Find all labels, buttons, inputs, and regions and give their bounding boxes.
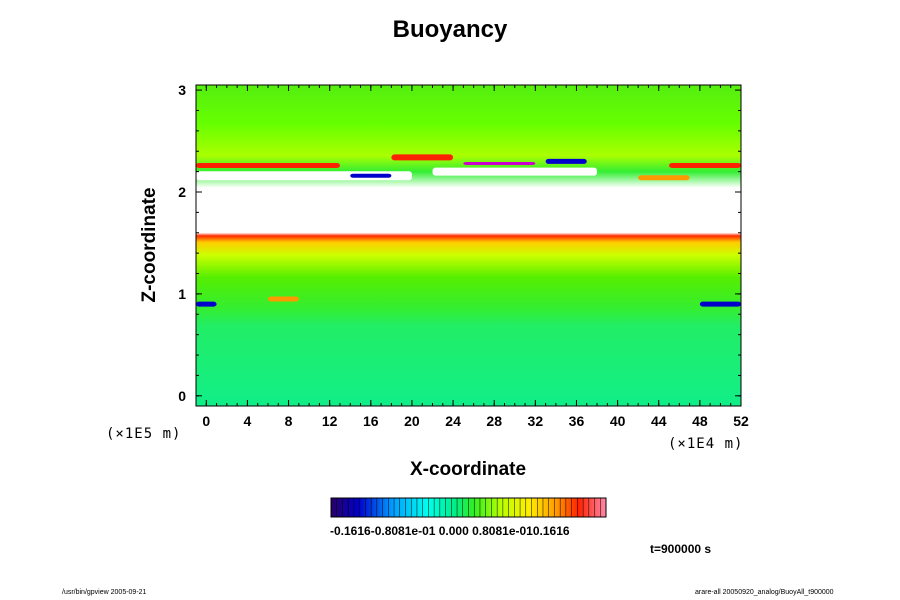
x-tick-label: 0 <box>202 413 210 429</box>
plot-frame <box>195 84 742 407</box>
x-tick-label: 12 <box>322 413 338 429</box>
y-axis-unit: (×1E5 m) <box>106 426 182 442</box>
negative-streak <box>350 173 392 178</box>
positive-streak <box>391 154 454 161</box>
heatmap-field <box>196 85 741 406</box>
chart-title: Buoyancy <box>392 16 508 43</box>
y-axis-label: Z-coordinate <box>139 187 160 303</box>
y-tick-label: 1 <box>178 286 186 302</box>
negative-streak <box>699 301 741 307</box>
y-tick-label: 3 <box>178 82 186 98</box>
buoyancy-field <box>196 85 741 406</box>
x-tick-label: 52 <box>733 413 749 429</box>
x-tick-label: 28 <box>486 413 502 429</box>
footer-filename: arare-all 20050920_analog/BuoyAll_t90000… <box>695 589 834 596</box>
y-tick-label: 0 <box>178 388 186 404</box>
colorbar <box>330 497 607 518</box>
x-tick-label: 32 <box>528 413 544 429</box>
positive-streak <box>196 163 340 169</box>
x-tick-label: 4 <box>244 413 252 429</box>
negative-streak <box>196 301 217 307</box>
positive-streak <box>463 161 536 165</box>
x-axis-unit: (×1E4 m) <box>668 436 744 452</box>
x-tick-label: 16 <box>363 413 379 429</box>
y-tick-label: 2 <box>178 184 186 200</box>
negative-streak <box>545 158 587 164</box>
x-axis-label: X-coordinate <box>409 459 527 480</box>
positive-streak <box>267 296 299 302</box>
time-annotation: t=900000 s <box>650 542 712 556</box>
undefined-patch <box>432 167 598 176</box>
x-tick-label: 20 <box>404 413 420 429</box>
x-tick-label: 36 <box>569 413 585 429</box>
x-tick-label: 40 <box>610 413 626 429</box>
footer-command: /usr/bin/gpview 2005-09-21 <box>62 589 147 596</box>
colorbar-tick-labels: -0.1616-0.8081e-01 0.000 0.8081e-010.161… <box>330 524 570 538</box>
undefined-patch <box>196 171 412 181</box>
positive-streak <box>669 163 741 169</box>
positive-streak <box>638 175 690 181</box>
x-tick-label: 48 <box>692 413 708 429</box>
x-tick-label: 8 <box>285 413 293 429</box>
x-tick-label: 24 <box>445 413 461 429</box>
x-tick-label: 44 <box>651 413 667 429</box>
